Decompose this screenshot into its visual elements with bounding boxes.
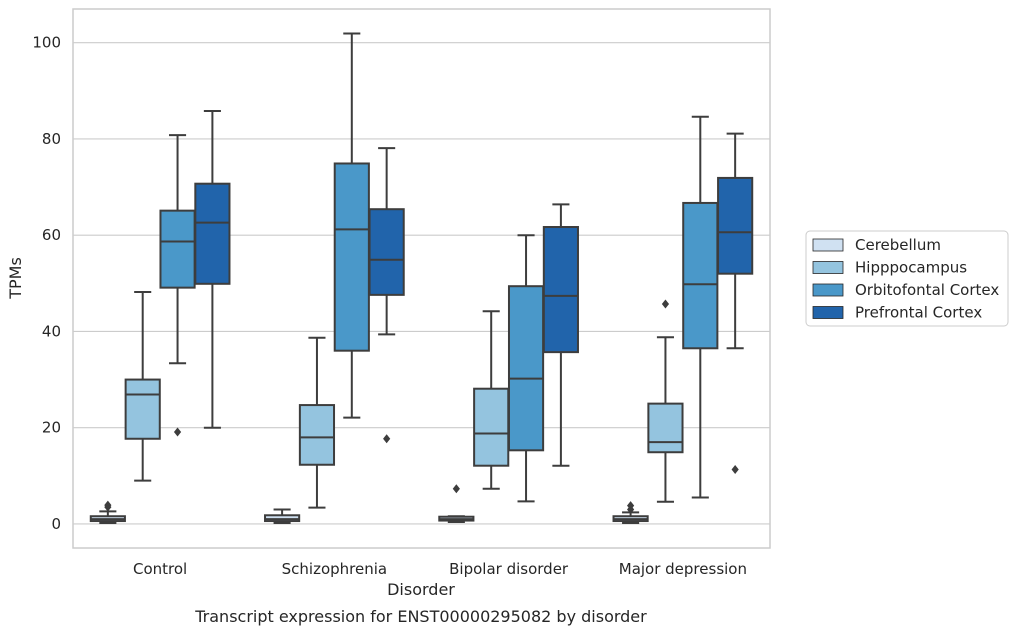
box-3-2 [682, 115, 719, 499]
legend-label: Orbitofontal Cortex [855, 281, 999, 299]
box-3-1 [647, 299, 684, 503]
box-3-0 [612, 501, 649, 524]
y-tick-label-80: 80 [42, 130, 61, 148]
y-tick-label-40: 40 [42, 322, 61, 340]
x-tick-labels: Control Schizophrenia Bipolar disorder Majo… [133, 560, 747, 578]
legend-swatch [812, 306, 844, 319]
box-0-1 [124, 290, 161, 482]
legend-frame [805, 230, 1009, 327]
box-3-3 [717, 132, 754, 475]
box-2-1 [473, 310, 510, 490]
y-tick-label-20: 20 [42, 419, 61, 437]
box-body [717, 176, 754, 275]
legend-entries: Cerebellum Hipppocampus Orbitofontal Corte… [812, 236, 999, 322]
box-0-0 [89, 500, 126, 524]
box-2-3 [542, 203, 579, 467]
box-1-2 [333, 32, 370, 419]
legend-label: Prefrontal Cortex [855, 304, 982, 322]
box-body [298, 404, 336, 466]
boxes [89, 32, 754, 524]
legend-swatch [812, 261, 844, 274]
legend-swatch [812, 238, 844, 252]
box-body [194, 182, 231, 285]
box-body [682, 201, 719, 350]
outlier-0 [661, 299, 670, 309]
x-tick-label-0: Control [133, 560, 187, 578]
y-tick-label-60: 60 [42, 226, 61, 244]
outlier-0 [383, 434, 391, 444]
legend-item-2: Orbitofontal Cortex [812, 281, 999, 299]
box-body [124, 378, 161, 440]
box-0-2 [159, 134, 196, 437]
outlier-1 [627, 501, 635, 511]
outlier-1 [104, 500, 112, 510]
legend-label: Hipppocampus [855, 259, 967, 277]
box-body [473, 387, 510, 467]
y-tick-label-0: 0 [51, 515, 61, 533]
x-tick-label-2: Bipolar disorder [449, 560, 569, 578]
outlier-0 [452, 484, 460, 494]
box-body [368, 208, 405, 296]
box-body [333, 162, 370, 352]
box-body [159, 209, 196, 289]
box-1-1 [298, 336, 336, 509]
box-body [647, 402, 684, 454]
chart-caption: Transcript expression for ENST0000029508… [194, 607, 647, 626]
x-axis-label: Disorder [387, 580, 455, 599]
y-tick-labels: 0 20 40 60 80 100 [32, 34, 61, 533]
y-tick-label-100: 100 [32, 34, 61, 52]
box-2-0 [438, 484, 475, 524]
outlier-0 [173, 427, 182, 437]
x-tick-label-3: Major depression [619, 560, 747, 578]
box-body [542, 226, 579, 354]
legend-item-1: Hipppocampus [812, 259, 967, 277]
legend-label: Cerebellum [855, 236, 941, 254]
legend-item-0: Cerebellum [812, 236, 941, 254]
box-1-3 [368, 147, 405, 444]
legend-item-3: Prefrontal Cortex [812, 304, 982, 322]
legend-swatch [812, 283, 844, 297]
box-2-2 [507, 234, 545, 503]
outlier-0 [731, 465, 739, 475]
box-body [507, 285, 545, 452]
x-tick-label-1: Schizophrenia [282, 560, 387, 578]
box-1-0 [264, 508, 301, 524]
legend: Cerebellum Hipppocampus Orbitofontal Corte… [805, 230, 1009, 327]
plot-area-frame [72, 8, 771, 549]
y-axis-label: TPMs [6, 257, 25, 300]
box-0-3 [194, 110, 231, 429]
